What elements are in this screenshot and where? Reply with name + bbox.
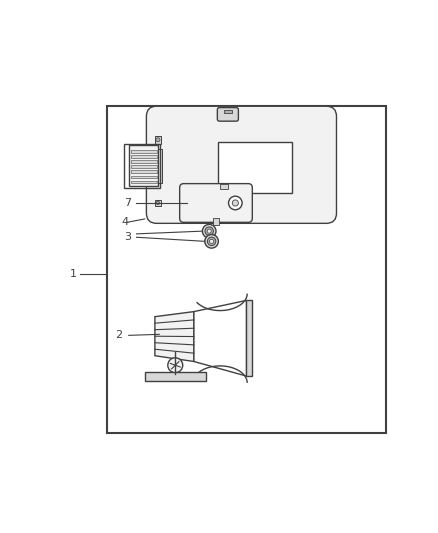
Circle shape [205,235,219,248]
Bar [224,110,232,113]
Circle shape [209,239,214,244]
Bar [124,143,160,188]
Bar [224,216,232,218]
Circle shape [207,237,216,246]
Bar [131,165,156,168]
Bar [129,146,158,186]
Text: 3: 3 [124,231,131,241]
Circle shape [156,165,160,169]
Bar [131,175,156,179]
Bar [131,181,156,183]
Polygon shape [155,312,194,361]
Text: 2: 2 [116,330,123,341]
Bar [158,149,162,183]
Circle shape [205,227,213,236]
Circle shape [202,224,216,238]
Bar [155,199,161,206]
Circle shape [232,200,238,206]
Circle shape [156,201,159,205]
Bar [131,150,156,153]
Bar [131,171,156,173]
Bar [155,136,161,143]
Bar [219,184,228,189]
FancyBboxPatch shape [146,106,336,223]
Text: 4: 4 [121,217,128,227]
FancyBboxPatch shape [217,208,238,222]
FancyBboxPatch shape [145,372,205,381]
Circle shape [229,196,242,210]
Bar [212,217,219,225]
Circle shape [207,229,211,233]
Bar [131,155,156,158]
Text: 7: 7 [124,198,131,208]
Polygon shape [194,301,247,376]
Bar [131,160,156,163]
Bar [246,301,252,376]
Bar [107,106,386,433]
FancyBboxPatch shape [180,184,252,222]
Bar [155,163,161,171]
Bar [218,142,292,193]
Circle shape [156,138,160,142]
Text: 1: 1 [70,269,77,279]
FancyBboxPatch shape [217,108,238,121]
Circle shape [168,358,183,373]
